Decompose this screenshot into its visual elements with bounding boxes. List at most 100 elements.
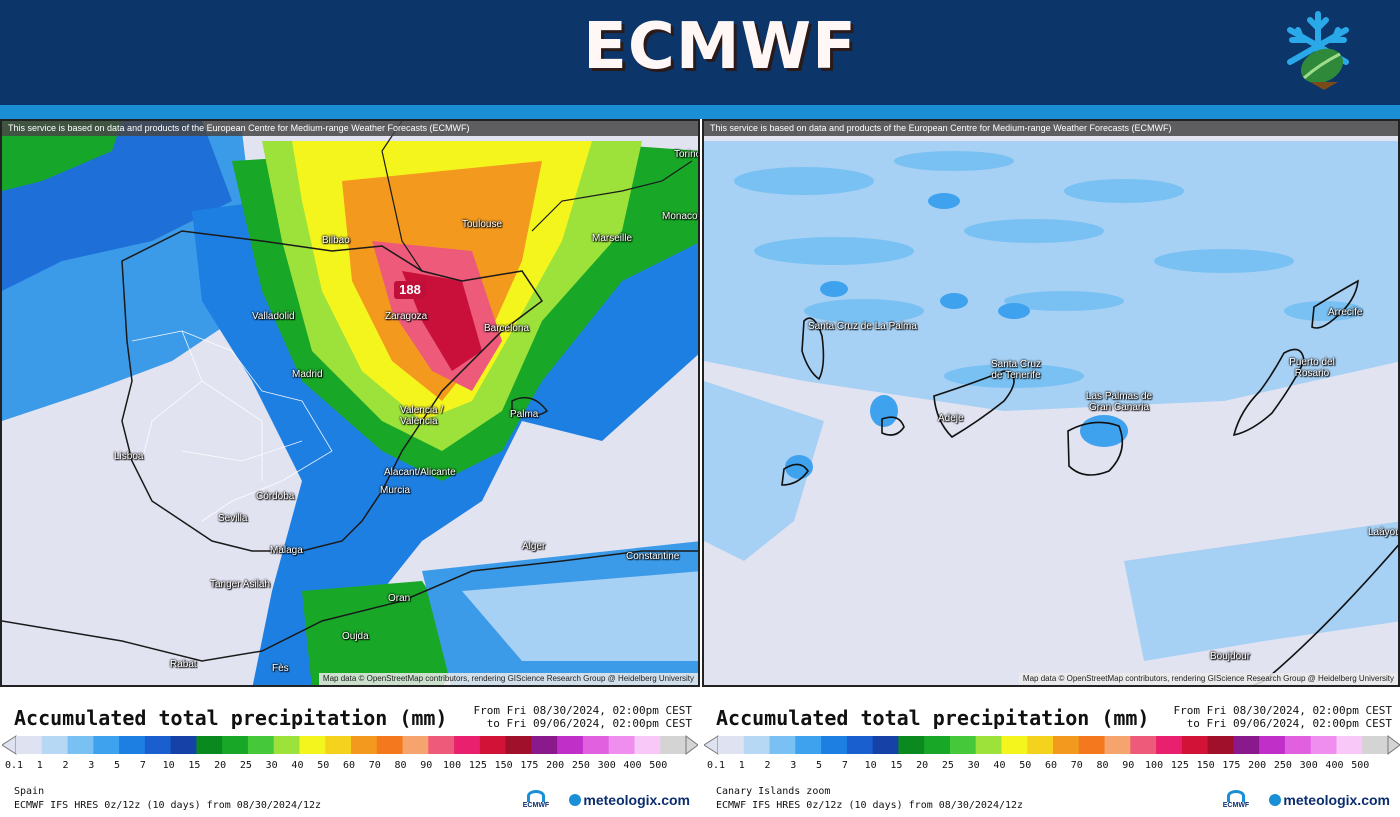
- scale-tick-label: 5: [114, 760, 121, 771]
- city-cordoba: Córdoba: [256, 491, 295, 502]
- city-marseille: Marseille: [592, 233, 633, 244]
- scale-tick-label: 30: [265, 760, 278, 771]
- scale-tick-label: 200: [546, 760, 565, 771]
- scale-swatch: [975, 736, 1002, 754]
- scale-swatch: [608, 736, 635, 754]
- scale-swatch: [634, 736, 661, 754]
- city-tanger: Tanger Asilah: [210, 579, 271, 590]
- scale-tick-label: 60: [1044, 760, 1058, 771]
- scale-swatch: [898, 736, 925, 754]
- city-valencia: Valencia / València: [400, 405, 444, 427]
- scale-tick-label: 500: [649, 760, 668, 771]
- scale-swatch: [1207, 736, 1234, 754]
- city-santa-cruz-la-palma: Santa Cruz de La Palma: [808, 321, 917, 332]
- scale-ticks: 0.1 1 2 3 5 7 10 15 20 25 30 40 50 60 70 80 90 100 125 150 1…: [707, 760, 1386, 774]
- scale-arrow-right: [1387, 735, 1400, 755]
- scale-swatch: [428, 736, 455, 754]
- scale-swatch: [1336, 736, 1363, 754]
- scale-tick-label: 5: [816, 760, 823, 771]
- legend-title: Accumulated total precipitation (mm): [14, 706, 448, 730]
- scale-tick-label: 100: [1145, 760, 1164, 771]
- ecmwf-small-label: ECMWF: [1222, 802, 1250, 809]
- legend-canary: Accumulated total precipitation (mm) Fro…: [702, 690, 1400, 817]
- spain-map-graphic: [2, 121, 698, 685]
- city-valladolid: Valladolid: [252, 311, 295, 322]
- model-label: ECMWF IFS HRES 0z/12z (10 days) from 08/…: [716, 800, 1024, 811]
- scale-tick-label: 300: [597, 760, 616, 771]
- scale-tick-label: 500: [1351, 760, 1370, 771]
- scale-tick-label: 40: [291, 760, 304, 771]
- city-barcelona: Barcelona: [484, 323, 530, 334]
- scale-swatch: [402, 736, 429, 754]
- scale-tick-label: 20: [916, 760, 929, 771]
- scale-tick-label: 125: [1170, 760, 1189, 771]
- scale-tick-label: 15: [188, 760, 201, 771]
- scale-tick-label: 400: [623, 760, 642, 771]
- city-oran: Oran: [388, 593, 411, 604]
- scale-swatch: [531, 736, 558, 754]
- scale-tick-label: 25: [941, 760, 954, 771]
- scale-swatch: [1233, 736, 1260, 754]
- legend-date-range: From Fri 08/30/2024, 02:00pm CEST to Fri…: [473, 704, 692, 730]
- map-attribution: Map data © OpenStreetMap contributors, r…: [318, 673, 698, 685]
- legend-title: Accumulated total precipitation (mm): [716, 706, 1150, 730]
- scale-swatch: [1310, 736, 1337, 754]
- scale-swatch: [795, 736, 822, 754]
- scale-swatch: [222, 736, 249, 754]
- scale-ticks: 0.1 1 2 3 5 7 10 15 20 25 30 40 50 60 70 80 90 100 125 150 1…: [5, 760, 684, 774]
- city-adeje: Adeje: [938, 413, 964, 424]
- scale-tick-label: 200: [1248, 760, 1267, 771]
- scale-tick-label: 25: [239, 760, 252, 771]
- scale-swatch: [1001, 736, 1028, 754]
- scale-tick-label: 90: [1122, 760, 1135, 771]
- scale-swatch: [273, 736, 300, 754]
- scale-swatch: [1027, 736, 1054, 754]
- map-attribution: Map data © OpenStreetMap contributors, r…: [1018, 673, 1398, 685]
- scale-swatch: [949, 736, 977, 754]
- service-note-bar: This service is based on data and produc…: [2, 121, 698, 136]
- legend-date-range: From Fri 08/30/2024, 02:00pm CEST to Fri…: [1173, 704, 1392, 730]
- scale-swatch: [454, 736, 481, 754]
- scale-tick-label: 125: [468, 760, 487, 771]
- region-label: Spain: [14, 786, 45, 797]
- scale-swatch: [41, 736, 69, 754]
- brand-label: meteologix.com: [583, 792, 690, 808]
- scale-tick-label: 7: [841, 760, 848, 771]
- date-to: to Fri 09/06/2024, 02:00pm CEST: [486, 717, 692, 730]
- city-toulouse: Toulouse: [462, 219, 503, 230]
- scale-swatch: [718, 736, 745, 754]
- scale-tick-label: 20: [214, 760, 227, 771]
- scale-tick-label: 250: [1273, 760, 1292, 771]
- scale-tick-label: 150: [494, 760, 513, 771]
- brand-link[interactable]: meteologix.com: [1269, 792, 1390, 808]
- scale-arrow-left: [2, 735, 17, 755]
- city-alger: Alger: [522, 541, 546, 552]
- scale-tick-label: 1: [36, 760, 43, 771]
- city-monaco: Monaco: [662, 211, 698, 222]
- scale-tick-label: 70: [368, 760, 381, 771]
- scale-swatch: [144, 736, 172, 754]
- scale-swatch: [351, 736, 378, 754]
- city-las-palmas: Las Palmas de Gran Canaria: [1085, 391, 1153, 413]
- canary-map-graphic: [704, 121, 1398, 685]
- scale-tick-label: 10: [864, 760, 877, 771]
- scale-tick-label: 15: [890, 760, 903, 771]
- color-scale-bar: [2, 735, 698, 755]
- scale-tick-label: 50: [317, 760, 330, 771]
- scale-tick-label: 3: [790, 760, 797, 771]
- scale-swatch: [479, 736, 507, 754]
- city-arrecife: Arrecife: [1328, 307, 1363, 318]
- globe-icon: [569, 794, 582, 806]
- city-lisboa: Lisboa: [114, 451, 144, 462]
- model-label: ECMWF IFS HRES 0z/12z (10 days) from 08/…: [14, 800, 322, 811]
- scale-swatch: [376, 736, 404, 754]
- scale-swatch: [846, 736, 874, 754]
- spain-precip-map[interactable]: This service is based on data and produc…: [0, 119, 700, 687]
- canary-precip-map[interactable]: This service is based on data and produc…: [702, 119, 1400, 687]
- scale-swatch: [299, 736, 326, 754]
- brand-link[interactable]: meteologix.com: [569, 792, 690, 808]
- scale-swatch: [872, 736, 899, 754]
- legend-spain: Accumulated total precipitation (mm) Fro…: [0, 690, 700, 817]
- scale-swatch: [1362, 736, 1389, 754]
- scale-tick-label: 175: [520, 760, 539, 771]
